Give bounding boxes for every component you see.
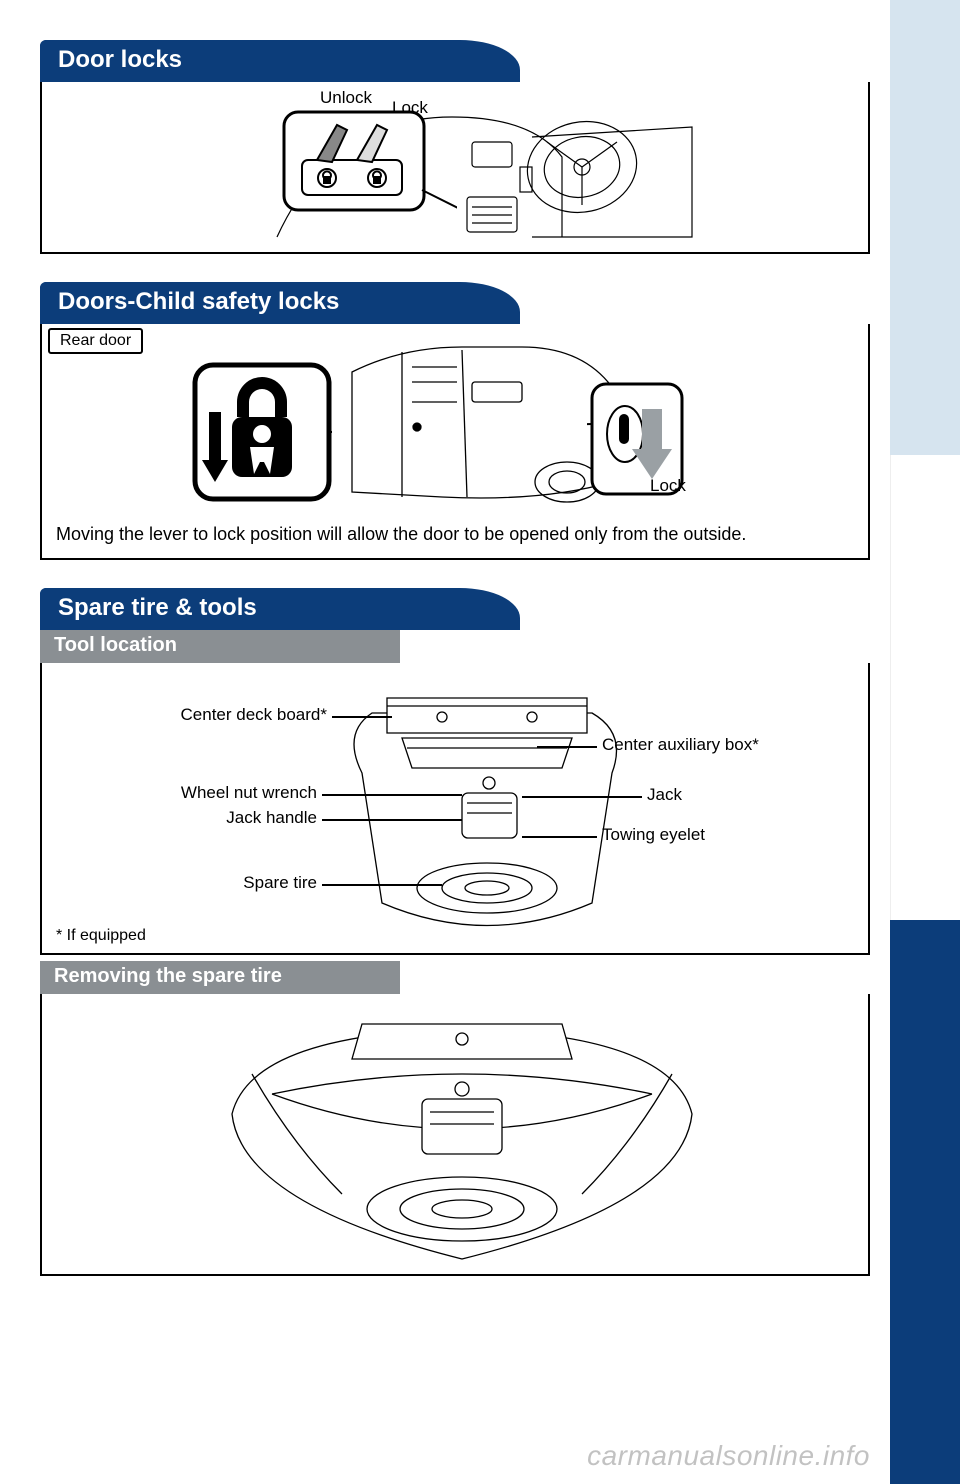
tab-features bbox=[890, 455, 960, 920]
lever-lock-label: Lock bbox=[650, 476, 686, 496]
callout-towing-eyelet: Towing eyelet bbox=[602, 825, 705, 845]
label-lock: Lock bbox=[392, 98, 428, 118]
callout-spare-tire: Spare tire bbox=[202, 873, 317, 893]
section-door-locks: Door locks bbox=[40, 40, 870, 254]
tab-safety bbox=[890, 920, 960, 1484]
section-child-locks: Doors-Child safety locks Rear door bbox=[40, 282, 870, 560]
removing-spare-box bbox=[40, 994, 870, 1276]
tool-location-box: Center deck board* Wheel nut wrench Jack… bbox=[40, 663, 870, 955]
header-spare-tire: Spare tire & tools bbox=[40, 588, 520, 630]
label-unlock: Unlock bbox=[320, 88, 372, 108]
header-door-locks: Door locks bbox=[40, 40, 520, 82]
child-locks-diagram: Rear door bbox=[42, 324, 868, 514]
child-lock-icon bbox=[192, 362, 332, 502]
trunk-svg bbox=[332, 673, 642, 948]
subheader-tool-location: Tool location bbox=[40, 630, 400, 663]
child-lock-caption: Moving the lever to lock position will a… bbox=[42, 514, 868, 558]
callout-jack-handle: Jack handle bbox=[182, 808, 317, 828]
removing-spare-diagram bbox=[42, 994, 868, 1274]
rear-door-label: Rear door bbox=[48, 328, 143, 354]
side-tabs bbox=[890, 0, 960, 1484]
callout-jack: Jack bbox=[647, 785, 682, 805]
door-locks-diagram: Unlock Lock bbox=[42, 82, 868, 252]
callout-center-aux: Center auxiliary box* bbox=[602, 735, 759, 755]
tab-overview bbox=[890, 0, 960, 455]
child-locks-box: Rear door bbox=[40, 324, 870, 560]
spare-removal-svg bbox=[212, 1004, 712, 1269]
section-spare-tire: Spare tire & tools Tool location bbox=[40, 588, 870, 1276]
lock-switch-callout bbox=[282, 90, 457, 220]
callout-center-deck: Center deck board* bbox=[147, 705, 327, 725]
header-child-locks: Doors-Child safety locks bbox=[40, 282, 520, 324]
door-locks-box: Unlock Lock bbox=[40, 82, 870, 254]
tool-location-diagram: Center deck board* Wheel nut wrench Jack… bbox=[42, 663, 868, 953]
footnote-if-equipped: * If equipped bbox=[56, 927, 146, 945]
subheader-removing-spare: Removing the spare tire bbox=[40, 961, 400, 994]
page-content: Door locks bbox=[0, 0, 870, 1276]
watermark: carmanualsonline.info bbox=[587, 1440, 870, 1472]
callout-wheel-wrench: Wheel nut wrench bbox=[137, 783, 317, 803]
